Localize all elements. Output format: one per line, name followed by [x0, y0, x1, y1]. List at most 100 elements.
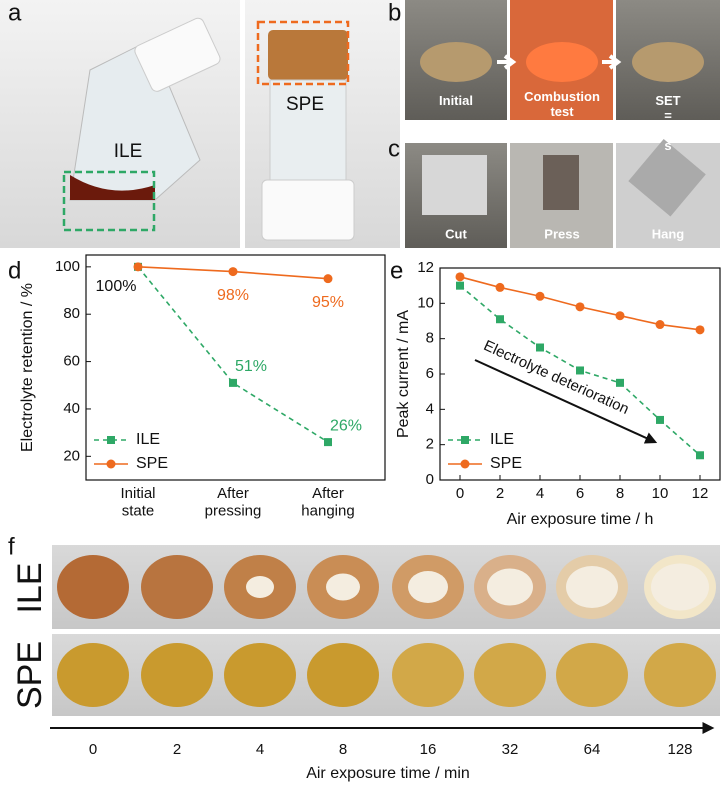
- sample-core: [326, 573, 360, 601]
- photo-label: Initial: [439, 93, 473, 108]
- y-axis-title: Electrolyte retention / %: [19, 283, 36, 452]
- pouch: [422, 155, 487, 215]
- y-tick-label: 8: [426, 330, 434, 347]
- time-label: 32: [502, 741, 519, 758]
- y-tick-label: 20: [63, 447, 80, 464]
- time-label: 4: [256, 741, 264, 758]
- legend-marker: [460, 459, 470, 469]
- arrow: [497, 54, 517, 70]
- x-tick-label: 2: [496, 485, 504, 502]
- sample: [141, 555, 213, 619]
- marker: [655, 320, 665, 330]
- value-label: 98%: [217, 287, 249, 304]
- sample-core: [487, 568, 533, 606]
- x-tick-label: 12: [692, 485, 709, 502]
- legend-marker: [106, 459, 116, 469]
- marker: [229, 378, 237, 387]
- time-label: 16: [420, 741, 437, 758]
- gel: [268, 30, 348, 80]
- sample: [474, 643, 546, 707]
- panel-letter: e: [390, 257, 403, 284]
- marker: [535, 291, 545, 301]
- highlight-box: [62, 170, 156, 232]
- panel-letter: c: [388, 135, 400, 162]
- sample: [556, 643, 628, 707]
- sample: [224, 643, 296, 707]
- dish: [526, 42, 598, 82]
- press: [543, 155, 579, 210]
- marker: [228, 267, 238, 277]
- marker: [616, 378, 624, 387]
- y-tick-label: 12: [417, 259, 434, 276]
- value-label: 51%: [235, 358, 267, 375]
- time-label: 2: [173, 741, 181, 758]
- y-tick-label: 0: [426, 471, 434, 488]
- marker: [133, 262, 143, 272]
- legend-label: SPE: [136, 455, 168, 472]
- panel-letter: b: [388, 0, 401, 26]
- x-tick-label: 10: [652, 485, 669, 502]
- y-tick-label: 80: [63, 305, 80, 322]
- y-tick-label: 6: [426, 365, 434, 382]
- marker: [615, 311, 625, 321]
- marker: [324, 438, 332, 447]
- marker: [696, 451, 704, 460]
- sample-core: [246, 576, 274, 598]
- axis-title: Air exposure time / min: [306, 765, 470, 782]
- photo-label: Hang: [652, 226, 685, 241]
- x-tick-label: 0: [456, 485, 464, 502]
- arrow: [602, 54, 622, 70]
- marker: [695, 325, 705, 335]
- y-tick-label: 2: [426, 436, 434, 453]
- x-tick-label: 4: [536, 485, 544, 502]
- x-tick-label: 8: [616, 485, 624, 502]
- marker: [323, 274, 333, 284]
- marker: [576, 366, 584, 375]
- x-axis-title: Air exposure time / h: [507, 511, 654, 528]
- dish: [632, 42, 704, 82]
- x-tick-label: After pressing: [205, 485, 262, 519]
- time-label: 8: [339, 741, 347, 758]
- y-tick-label: 4: [426, 400, 434, 417]
- panel-letter: d: [8, 257, 21, 284]
- sample: [644, 643, 716, 707]
- photo-label: SPE: [286, 94, 324, 115]
- y-tick-label: 40: [63, 400, 80, 417]
- sample: [392, 643, 464, 707]
- panel-letter: f: [8, 533, 15, 560]
- marker: [575, 302, 585, 312]
- photo-label: Press: [544, 226, 579, 241]
- cap: [261, 179, 355, 241]
- marker: [495, 282, 505, 292]
- panel-letter: a: [8, 0, 22, 26]
- sample: [57, 643, 129, 707]
- y-tick-label: 60: [63, 353, 80, 370]
- vial: [269, 79, 347, 181]
- dish: [420, 42, 492, 82]
- y-tick-label: 100: [55, 258, 80, 275]
- time-label: 64: [584, 741, 601, 758]
- marker: [536, 343, 544, 352]
- photo-label: Cut: [445, 226, 467, 241]
- value-label: 100%: [96, 278, 137, 295]
- photo-label: ILE: [114, 141, 143, 162]
- plot-frame: [85, 254, 386, 481]
- marker: [456, 281, 464, 290]
- value-label: 95%: [312, 294, 344, 311]
- row-label: ILE: [11, 562, 49, 613]
- marker: [455, 272, 465, 282]
- time-label: 128: [667, 741, 692, 758]
- photo-label: Combustion test: [524, 89, 600, 119]
- legend-marker: [107, 436, 115, 444]
- row-label: SPE: [11, 641, 49, 709]
- x-tick-label: 6: [576, 485, 584, 502]
- photo-label: SET = 0 s: [655, 93, 680, 153]
- sample: [307, 643, 379, 707]
- legend-label: ILE: [490, 431, 514, 448]
- sample: [141, 643, 213, 707]
- series-line: [137, 266, 329, 443]
- sample: [57, 555, 129, 619]
- marker: [496, 315, 504, 324]
- legend-label: ILE: [136, 431, 160, 448]
